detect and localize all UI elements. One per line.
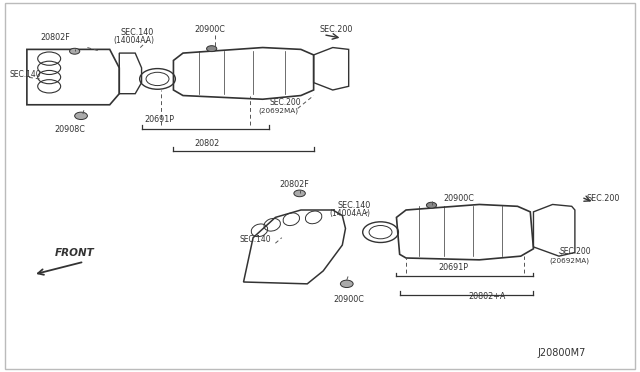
Text: (14004AA): (14004AA) <box>113 36 154 45</box>
Text: FRONT: FRONT <box>55 248 95 258</box>
Text: SEC.200: SEC.200 <box>319 25 353 33</box>
Text: SEC.200: SEC.200 <box>587 194 620 203</box>
Text: SEC.140: SEC.140 <box>239 235 271 244</box>
Text: 20802: 20802 <box>194 140 219 148</box>
Text: (14004AA): (14004AA) <box>330 209 371 218</box>
Circle shape <box>207 46 217 52</box>
Circle shape <box>426 202 436 208</box>
Circle shape <box>294 190 305 197</box>
Text: SEC.140: SEC.140 <box>337 201 371 210</box>
Text: SEC.200: SEC.200 <box>269 98 301 107</box>
Text: 20802F: 20802F <box>41 33 70 42</box>
Text: 20802+A: 20802+A <box>468 292 506 301</box>
Circle shape <box>340 280 353 288</box>
Circle shape <box>75 112 88 119</box>
Text: (20692MA): (20692MA) <box>259 108 299 115</box>
Text: 20802F: 20802F <box>280 180 309 189</box>
Text: 20908C: 20908C <box>54 125 85 134</box>
Text: SEC.140: SEC.140 <box>120 28 154 36</box>
Text: 20691P: 20691P <box>145 115 175 125</box>
Text: (20692MA): (20692MA) <box>550 257 590 264</box>
Circle shape <box>70 48 80 54</box>
Text: 20691P: 20691P <box>439 263 469 272</box>
Text: J20800M7: J20800M7 <box>538 348 586 358</box>
Text: 20900C: 20900C <box>444 194 474 203</box>
Text: 20900C: 20900C <box>333 295 364 304</box>
Text: 20900C: 20900C <box>195 25 225 34</box>
Text: SEC.140: SEC.140 <box>10 70 42 79</box>
Text: SEC.200: SEC.200 <box>559 247 591 256</box>
